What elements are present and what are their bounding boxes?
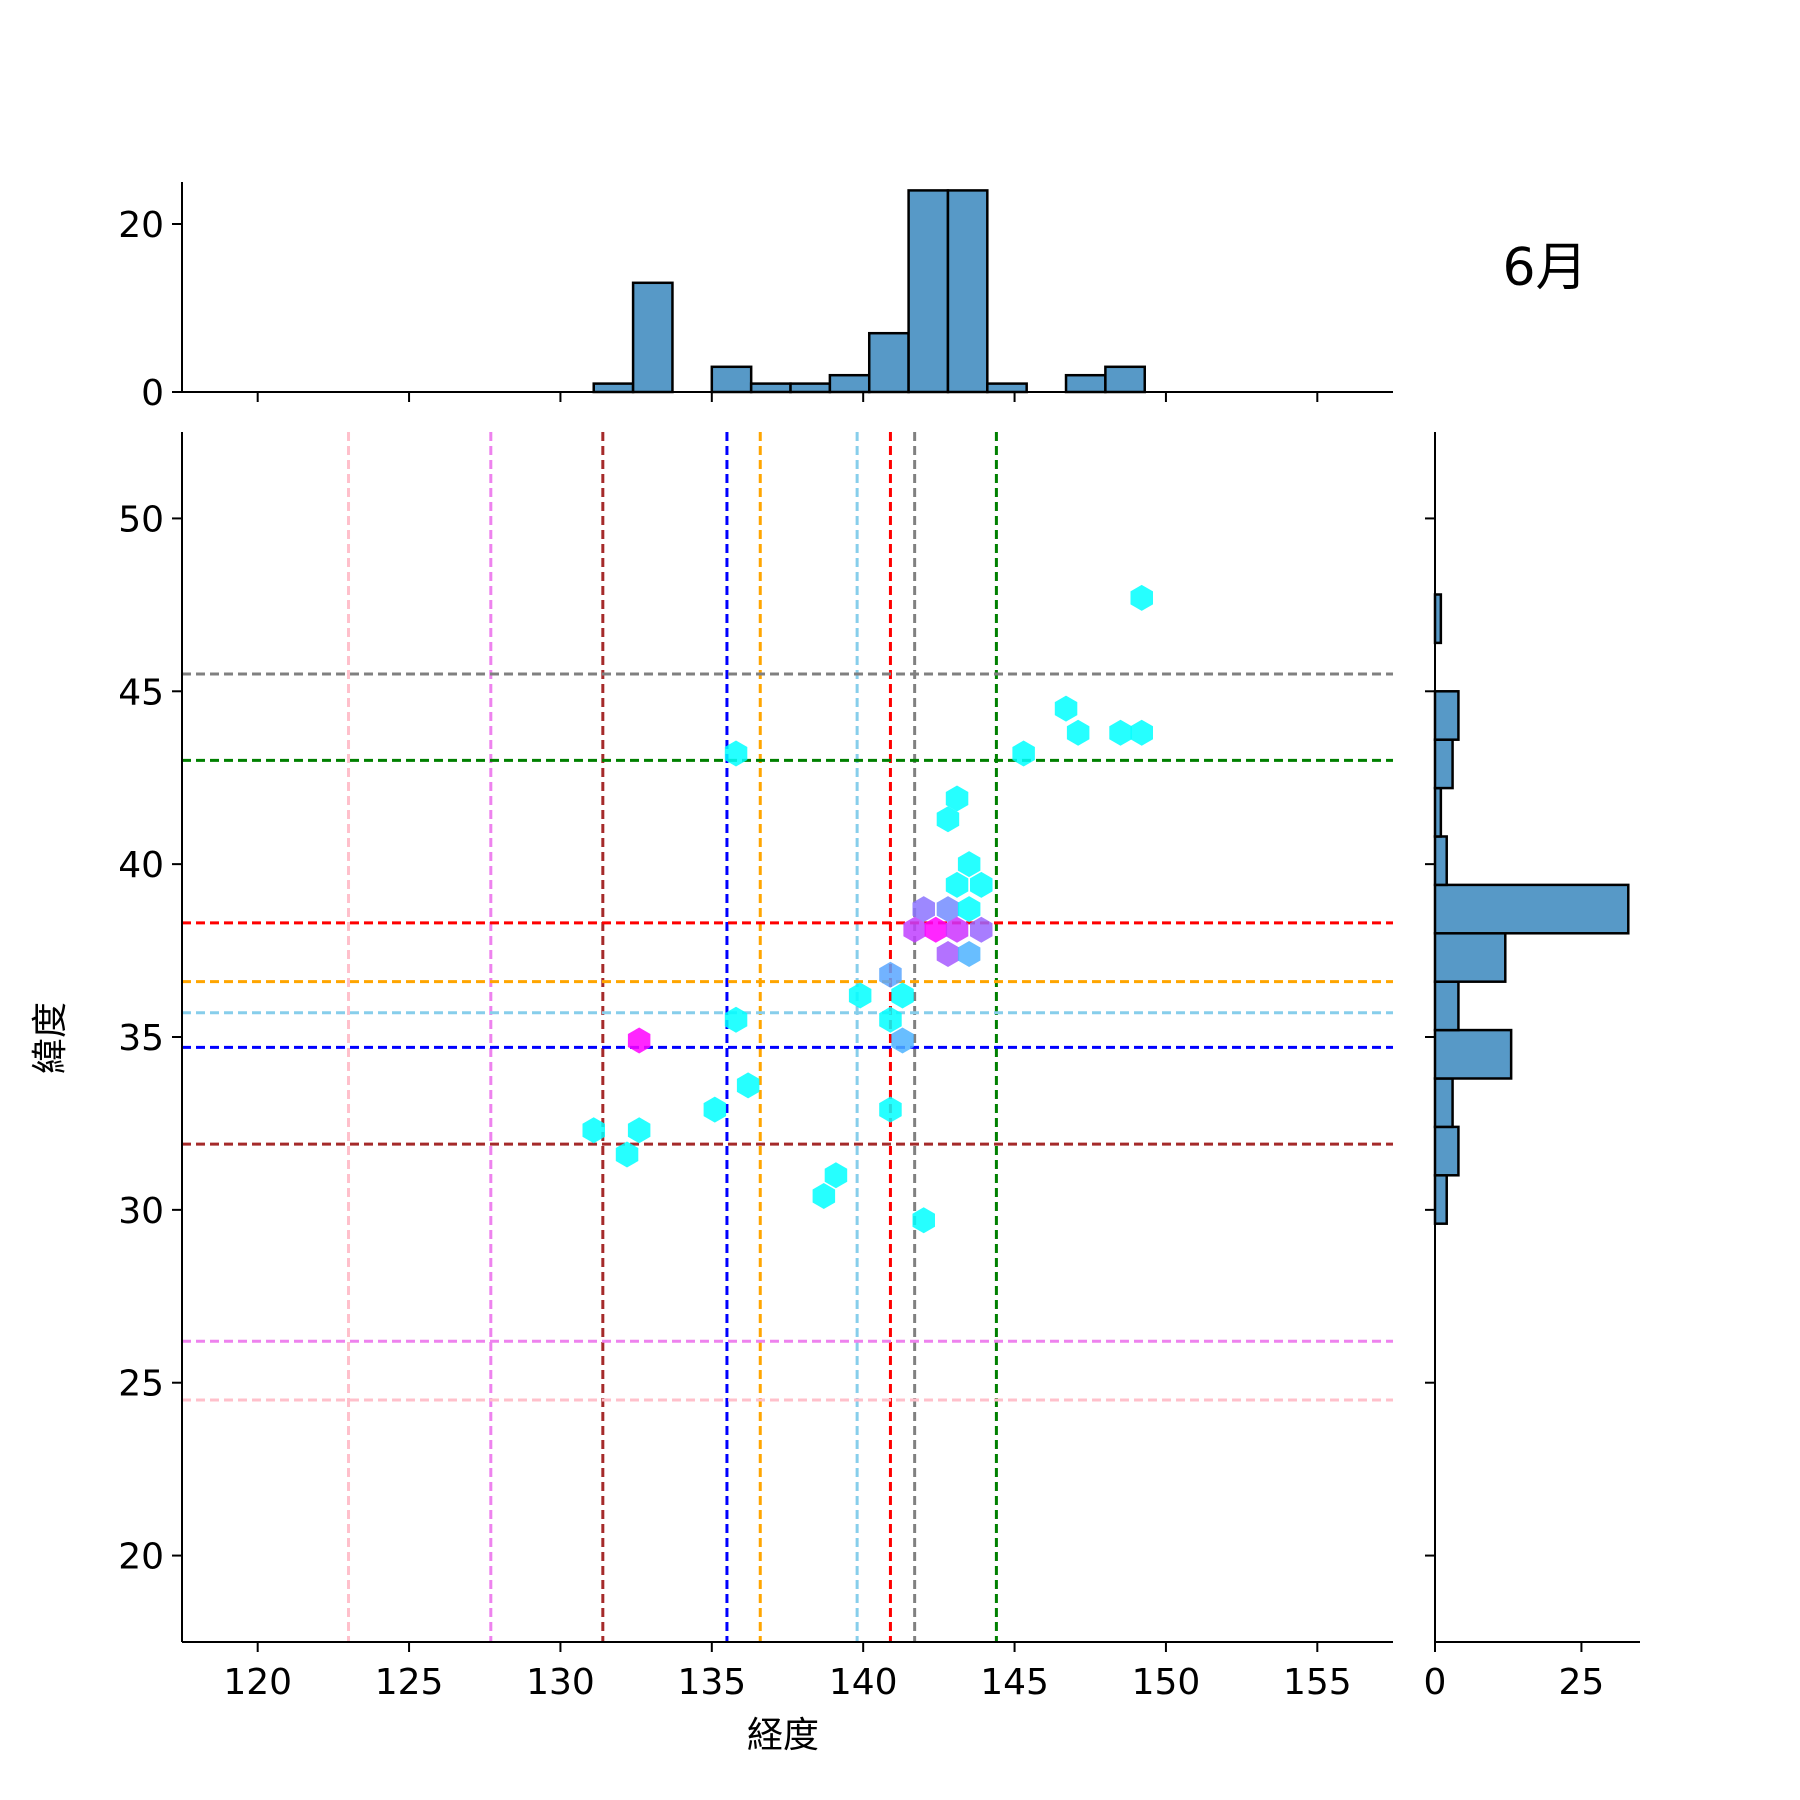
x-tick-label: 120	[223, 1662, 292, 1703]
hexbin-cell	[582, 1117, 605, 1144]
vertical-reference-lines	[347, 432, 998, 1642]
hexbin-cell	[945, 916, 969, 943]
hexbin-layer	[582, 584, 1153, 1234]
hexbin-cell	[724, 1006, 748, 1033]
hexbin-cell	[879, 961, 902, 988]
hexbin-cell	[970, 916, 993, 943]
y-tick-label: 40	[118, 845, 164, 886]
right-hist-x-tick-label: 25	[1559, 1662, 1605, 1703]
hexbin-cell	[848, 982, 872, 1009]
x-axis-title: 経度	[747, 1715, 819, 1756]
hexbin-cell	[812, 1183, 836, 1209]
hexbin-cell	[903, 916, 926, 943]
hexbin-cell	[1066, 719, 1090, 746]
hexbin-cell	[912, 896, 935, 923]
top-histogram-bar	[946, 189, 989, 394]
hexbin-cell	[879, 1006, 902, 1033]
top-histogram-bar	[592, 382, 635, 394]
hexbin-cell	[957, 941, 981, 967]
hexbin-cell	[627, 1027, 651, 1054]
right-histogram-bar	[1433, 1077, 1454, 1129]
right-histogram-bar	[1433, 1174, 1448, 1225]
hexbin-cell	[945, 871, 969, 898]
top-histogram-bar	[828, 373, 871, 394]
horizontal-reference-lines	[182, 672, 1393, 1402]
hexbin-cell	[1130, 719, 1153, 746]
hexbin-cell	[703, 1096, 727, 1123]
hexbin-cell	[970, 871, 993, 898]
right-histogram-bar	[1433, 932, 1507, 983]
y-axis-title: 緯度	[30, 1002, 71, 1074]
x-tick-label: 145	[980, 1662, 1049, 1703]
right-histogram-bar	[1433, 738, 1454, 790]
top-histogram-bar	[749, 382, 792, 394]
y-tick-label: 30	[118, 1191, 164, 1232]
y-tick-label: 20	[118, 1537, 164, 1578]
y-tick-label: 50	[118, 499, 164, 540]
top-histogram	[592, 189, 1146, 394]
right-histogram-bar	[1433, 1125, 1460, 1177]
chart-title: 6月	[1502, 238, 1587, 298]
right-histogram-bar	[1433, 1028, 1513, 1080]
top-hist-y-tick-label: 0	[141, 373, 164, 414]
hexbin-cell	[1054, 695, 1078, 722]
top-histogram-bar	[1104, 365, 1146, 394]
hexbin-cell	[724, 740, 748, 767]
y-tick-label: 25	[118, 1364, 164, 1405]
top-histogram-bar	[789, 382, 832, 394]
x-tick-label: 150	[1132, 1662, 1201, 1703]
top-histogram-bar	[986, 382, 1028, 394]
top-hist-y-tick-label: 20	[118, 205, 164, 246]
x-tick-label: 130	[526, 1662, 595, 1703]
hexbin-cell	[924, 916, 948, 943]
ticks-layer: 120 125 130 135 140 145 150 155 20 25 30 35 40 45 50 0 2…	[118, 205, 1604, 1703]
right-histogram-bar	[1433, 690, 1460, 741]
hexbin-cell	[936, 941, 960, 967]
y-tick-label: 35	[118, 1018, 164, 1059]
axes-layer	[181, 182, 1640, 1643]
x-tick-label: 140	[829, 1662, 898, 1703]
top-histogram-bar	[710, 365, 753, 394]
top-histogram-bar	[631, 281, 674, 394]
hexbin-cell	[736, 1072, 760, 1099]
x-tick-label: 135	[677, 1662, 746, 1703]
hexbin-cell	[891, 1027, 914, 1054]
hexbin-cell	[615, 1141, 639, 1168]
hexbin-cell	[936, 806, 960, 833]
right-histogram-bar	[1433, 883, 1630, 935]
hexbin-cell	[957, 851, 981, 878]
top-histogram-bar	[907, 189, 950, 394]
hexbin-cell	[1130, 584, 1153, 611]
hexbin-cell	[945, 785, 969, 812]
hexbin-cell	[891, 982, 914, 1009]
hexbin-cell	[1109, 719, 1132, 746]
right-hist-x-tick-label: 0	[1424, 1662, 1447, 1703]
hexbin-cell	[912, 1207, 935, 1234]
right-histogram	[1433, 593, 1630, 1225]
top-histogram-bar	[1064, 373, 1107, 394]
x-tick-label: 155	[1283, 1662, 1352, 1703]
x-tick-label: 125	[375, 1662, 444, 1703]
hexbin-cell	[879, 1096, 902, 1123]
top-histogram-bar	[867, 331, 910, 394]
hexbin-cell	[1012, 740, 1035, 767]
hexbin-cell	[824, 1162, 848, 1189]
right-histogram-bar	[1433, 835, 1448, 887]
hexbin-cell	[936, 896, 960, 923]
y-tick-label: 45	[118, 672, 164, 713]
hexbin-cell	[627, 1117, 651, 1144]
hexbin-cell	[957, 896, 981, 923]
right-histogram-bar	[1433, 980, 1460, 1032]
